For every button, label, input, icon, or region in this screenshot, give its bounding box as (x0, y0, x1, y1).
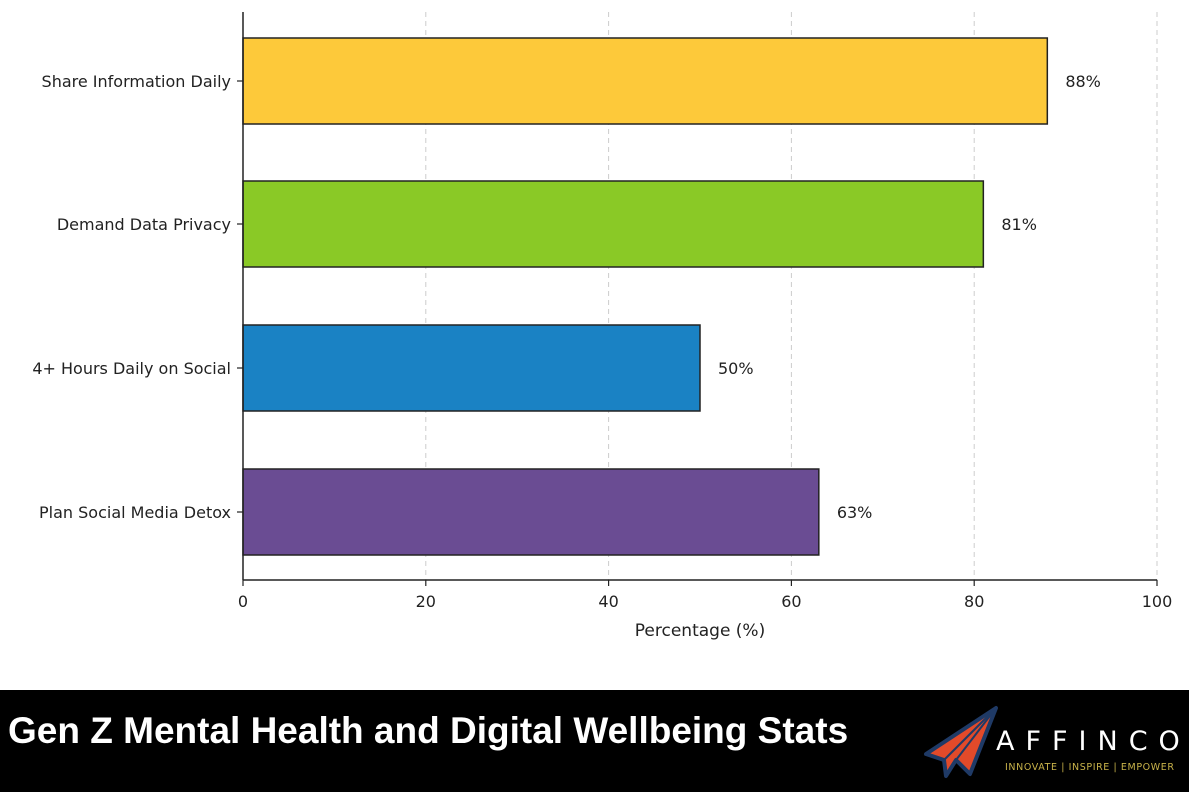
banner-title: Gen Z Mental Health and Digital Wellbein… (8, 710, 849, 751)
x-tick-label: 100 (1142, 592, 1173, 611)
paper-plane-icon (924, 706, 998, 778)
y-tick-label: Demand Data Privacy (57, 215, 231, 234)
logo-tagline: INNOVATE | INSPIRE | EMPOWER (1005, 762, 1175, 773)
bar (242, 324, 701, 412)
y-tick-label: 4+ Hours Daily on Social (32, 359, 231, 378)
y-tick-label: Plan Social Media Detox (39, 503, 231, 522)
x-tick-label: 60 (781, 592, 801, 611)
x-tick-label: 80 (964, 592, 984, 611)
affinco-logo: AFFINCO INNOVATE | INSPIRE | EMPOWER (920, 702, 1185, 782)
bar-chart: 88% 81% 50% 63% 0 20 40 60 80 100 Share Informati… (32, 12, 1173, 641)
bar (242, 37, 1049, 125)
data-label: 63% (837, 503, 873, 522)
logo-name: AFFINCO (996, 726, 1189, 757)
x-tick-label: 20 (416, 592, 436, 611)
data-label: 88% (1065, 72, 1101, 91)
x-axis-label: Percentage (%) (635, 621, 765, 641)
x-tick-label: 0 (238, 592, 248, 611)
data-label: 81% (1001, 215, 1037, 234)
bar (242, 180, 985, 268)
data-label: 50% (718, 359, 754, 378)
y-tick-label: Share Information Daily (42, 72, 231, 91)
x-tick-label: 40 (598, 592, 618, 611)
footer-banner: Gen Z Mental Health and Digital Wellbein… (0, 690, 1189, 792)
bar (242, 468, 820, 556)
